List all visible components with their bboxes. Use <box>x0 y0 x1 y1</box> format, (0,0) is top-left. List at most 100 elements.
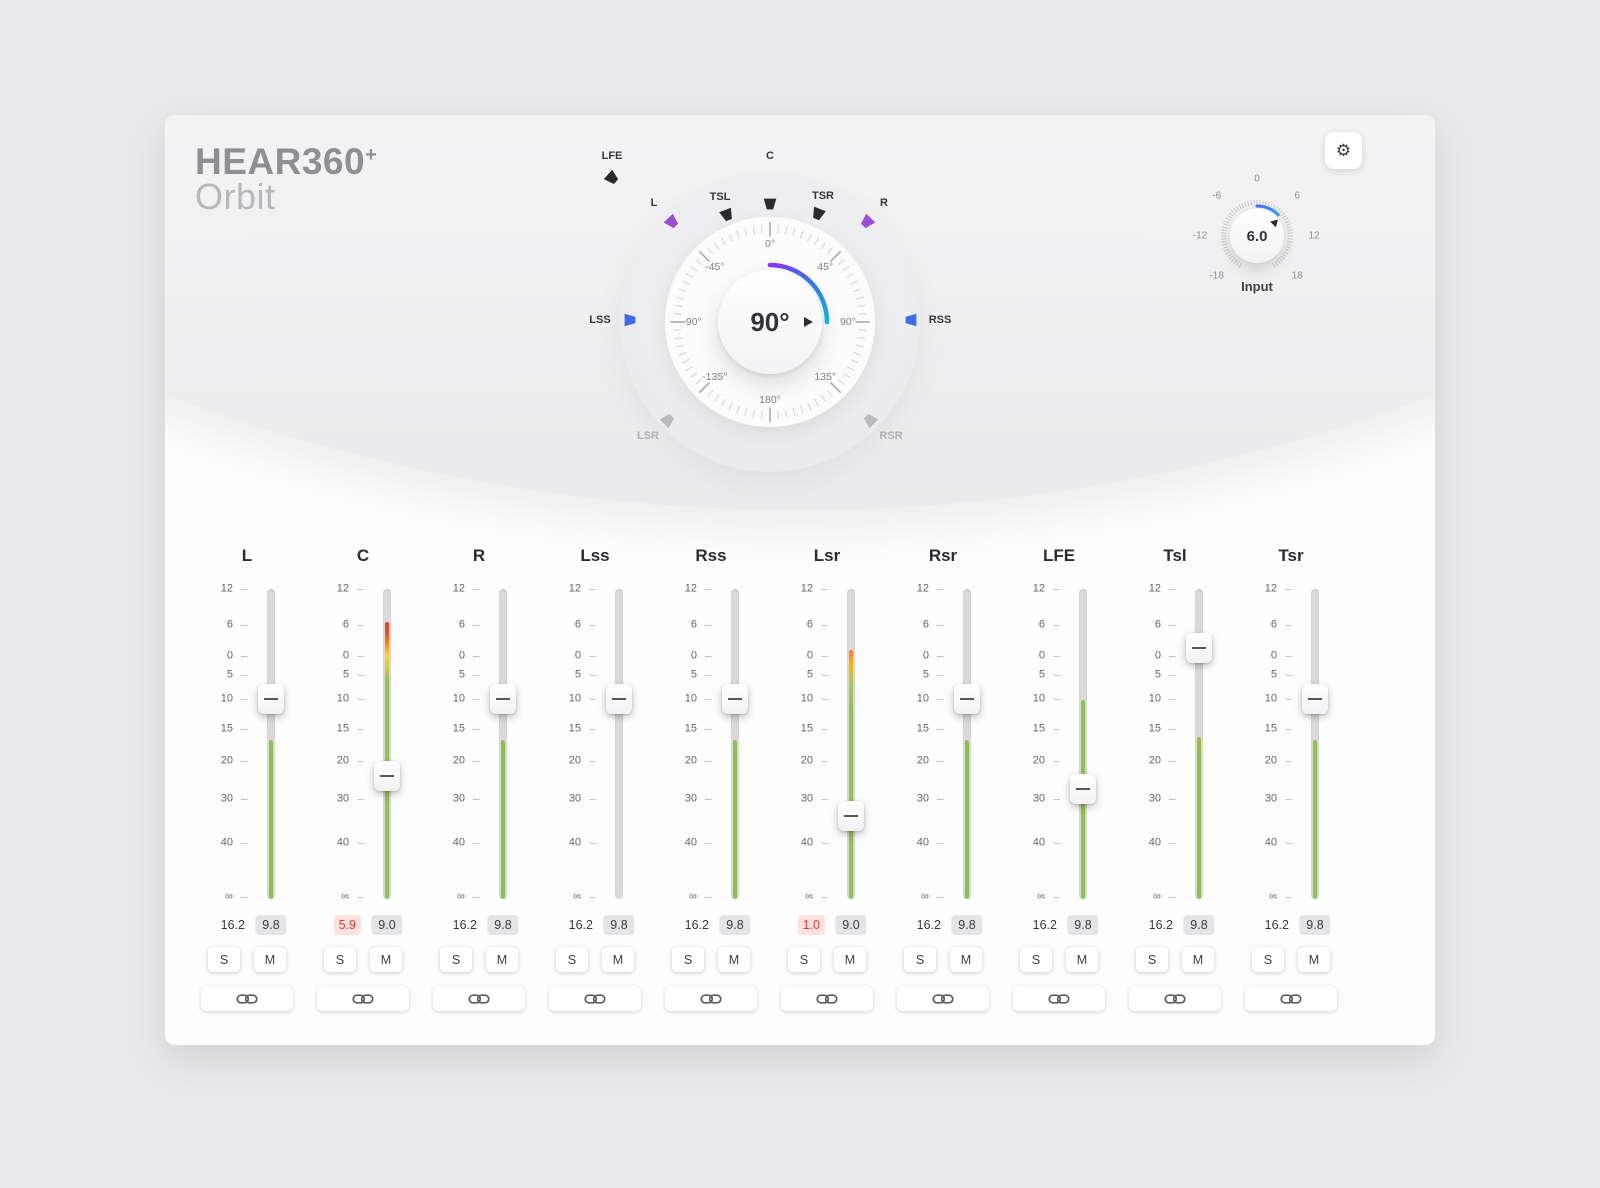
fader-scale-label: 30 <box>1264 792 1277 805</box>
channel-strip: Lsr 12 6 0 5 10 15 20 30 40 ∞ 1.0 9.0 S M <box>769 542 885 1011</box>
input-gain-knob[interactable]: 6.0 <box>1230 209 1284 263</box>
mute-button[interactable]: M <box>1182 947 1214 972</box>
link-button[interactable] <box>1245 986 1337 1011</box>
readouts: 16.2 9.8 <box>885 915 1001 935</box>
mute-button[interactable]: M <box>370 947 402 972</box>
link-button[interactable] <box>201 986 293 1011</box>
fader-track[interactable] <box>615 589 623 899</box>
solo-button[interactable]: S <box>556 947 588 972</box>
gain-readout: 16.2 <box>684 918 709 932</box>
mute-button[interactable]: M <box>1298 947 1330 972</box>
fader-handle[interactable] <box>606 684 632 714</box>
fader-scale-tick <box>821 729 828 730</box>
fader-scale-label: 6 <box>226 618 233 631</box>
solo-button[interactable]: S <box>1136 947 1168 972</box>
level-readout: 9.0 <box>371 915 403 935</box>
link-button[interactable] <box>1013 986 1105 1011</box>
brand-word-360: 360 <box>301 141 366 182</box>
fader-scale-label: 40 <box>336 836 349 849</box>
fader-scale-label: 0 <box>226 649 233 662</box>
link-button[interactable] <box>897 986 989 1011</box>
solo-button[interactable]: S <box>904 947 936 972</box>
link-button[interactable] <box>433 986 525 1011</box>
fader-scale-label: 20 <box>1264 754 1277 767</box>
link-button[interactable] <box>665 986 757 1011</box>
fader-scale-label: 30 <box>1032 792 1045 805</box>
solo-button[interactable]: S <box>788 947 820 972</box>
fader-grip-line <box>1076 788 1090 790</box>
solo-mute-row: S M <box>421 947 537 972</box>
mute-button[interactable]: M <box>254 947 286 972</box>
input-gain-control: 6.0 Input -18 -12 -6 0 6 12 18 <box>1187 166 1327 306</box>
mute-button[interactable]: M <box>486 947 518 972</box>
fader-scale-label: 12 <box>684 582 697 595</box>
fader-handle[interactable] <box>1186 633 1212 663</box>
fader-handle[interactable] <box>1302 684 1328 714</box>
fader-scale-tick <box>1053 625 1060 626</box>
solo-button[interactable]: S <box>208 947 240 972</box>
channel-name: Rss <box>695 546 727 565</box>
fader-scale-label: 40 <box>916 836 929 849</box>
fader-scale-label: 6 <box>1038 618 1045 631</box>
fader-scale-tick <box>705 729 712 730</box>
fader-scale-label: 6 <box>342 618 349 631</box>
link-button[interactable] <box>317 986 409 1011</box>
speaker-icon-rsr <box>863 413 879 429</box>
mute-button[interactable]: M <box>602 947 634 972</box>
fader-scale-label: 12 <box>1032 582 1045 595</box>
mute-button[interactable]: M <box>718 947 750 972</box>
fader-handle[interactable] <box>954 684 980 714</box>
level-meter <box>1197 737 1201 899</box>
speaker-label-r: R <box>880 197 888 209</box>
speaker-label-lss: LSS <box>589 314 611 326</box>
channel-strip: R 12 6 0 5 10 15 20 30 40 ∞ 16.2 9.8 S M <box>421 542 537 1011</box>
fader-handle[interactable] <box>1070 774 1096 804</box>
fader-scale-label: 20 <box>916 754 929 767</box>
fader-scale-tick <box>705 843 712 844</box>
link-button[interactable] <box>1129 986 1221 1011</box>
fader-scale-tick <box>705 589 712 590</box>
mute-button[interactable]: M <box>834 947 866 972</box>
fader-scale-tick <box>241 843 248 844</box>
fader-scale-label: 0 <box>1154 649 1161 662</box>
fader-scale-tick <box>1053 761 1060 762</box>
link-button[interactable] <box>781 986 873 1011</box>
fader-grip-line <box>1308 698 1322 700</box>
fader-scale-tick <box>1053 589 1060 590</box>
fader-handle[interactable] <box>722 684 748 714</box>
solo-button[interactable]: S <box>440 947 472 972</box>
orbit-angle-knob[interactable]: 90° <box>718 270 822 374</box>
fader-handle[interactable] <box>374 761 400 791</box>
fader-grip-line <box>960 698 974 700</box>
link-button[interactable] <box>549 986 641 1011</box>
gain-readout-wrap: 5.9 <box>305 915 361 935</box>
solo-button[interactable]: S <box>672 947 704 972</box>
mute-button[interactable]: M <box>1066 947 1098 972</box>
channel-name: Lsr <box>813 546 841 565</box>
fader-scale-tick <box>241 897 248 898</box>
fader-scale-tick <box>473 656 480 657</box>
level-meter <box>501 740 505 899</box>
fader-scale-tick <box>1053 799 1060 800</box>
mute-button[interactable]: M <box>950 947 982 972</box>
fader-scale-tick <box>589 699 596 700</box>
fader-handle[interactable] <box>258 684 284 714</box>
fader-handle[interactable] <box>490 684 516 714</box>
fader-scale-label: 40 <box>452 836 465 849</box>
fader-scale-label: ∞ <box>573 890 581 903</box>
fader-scale-tick <box>705 675 712 676</box>
fader-scale-label: 30 <box>336 792 349 805</box>
fader-scale-tick <box>1285 625 1292 626</box>
fader-scale-tick <box>473 843 480 844</box>
fader-grip-line <box>1192 647 1206 649</box>
solo-button[interactable]: S <box>1252 947 1284 972</box>
settings-button[interactable]: ⚙ <box>1325 132 1362 169</box>
fader-handle[interactable] <box>838 801 864 831</box>
solo-button[interactable]: S <box>1020 947 1052 972</box>
speaker-icon-l <box>663 213 679 229</box>
fader-scale-label: 15 <box>220 722 233 735</box>
level-readout: 9.8 <box>1067 915 1099 935</box>
solo-button[interactable]: S <box>324 947 356 972</box>
fader-scale-tick <box>937 761 944 762</box>
